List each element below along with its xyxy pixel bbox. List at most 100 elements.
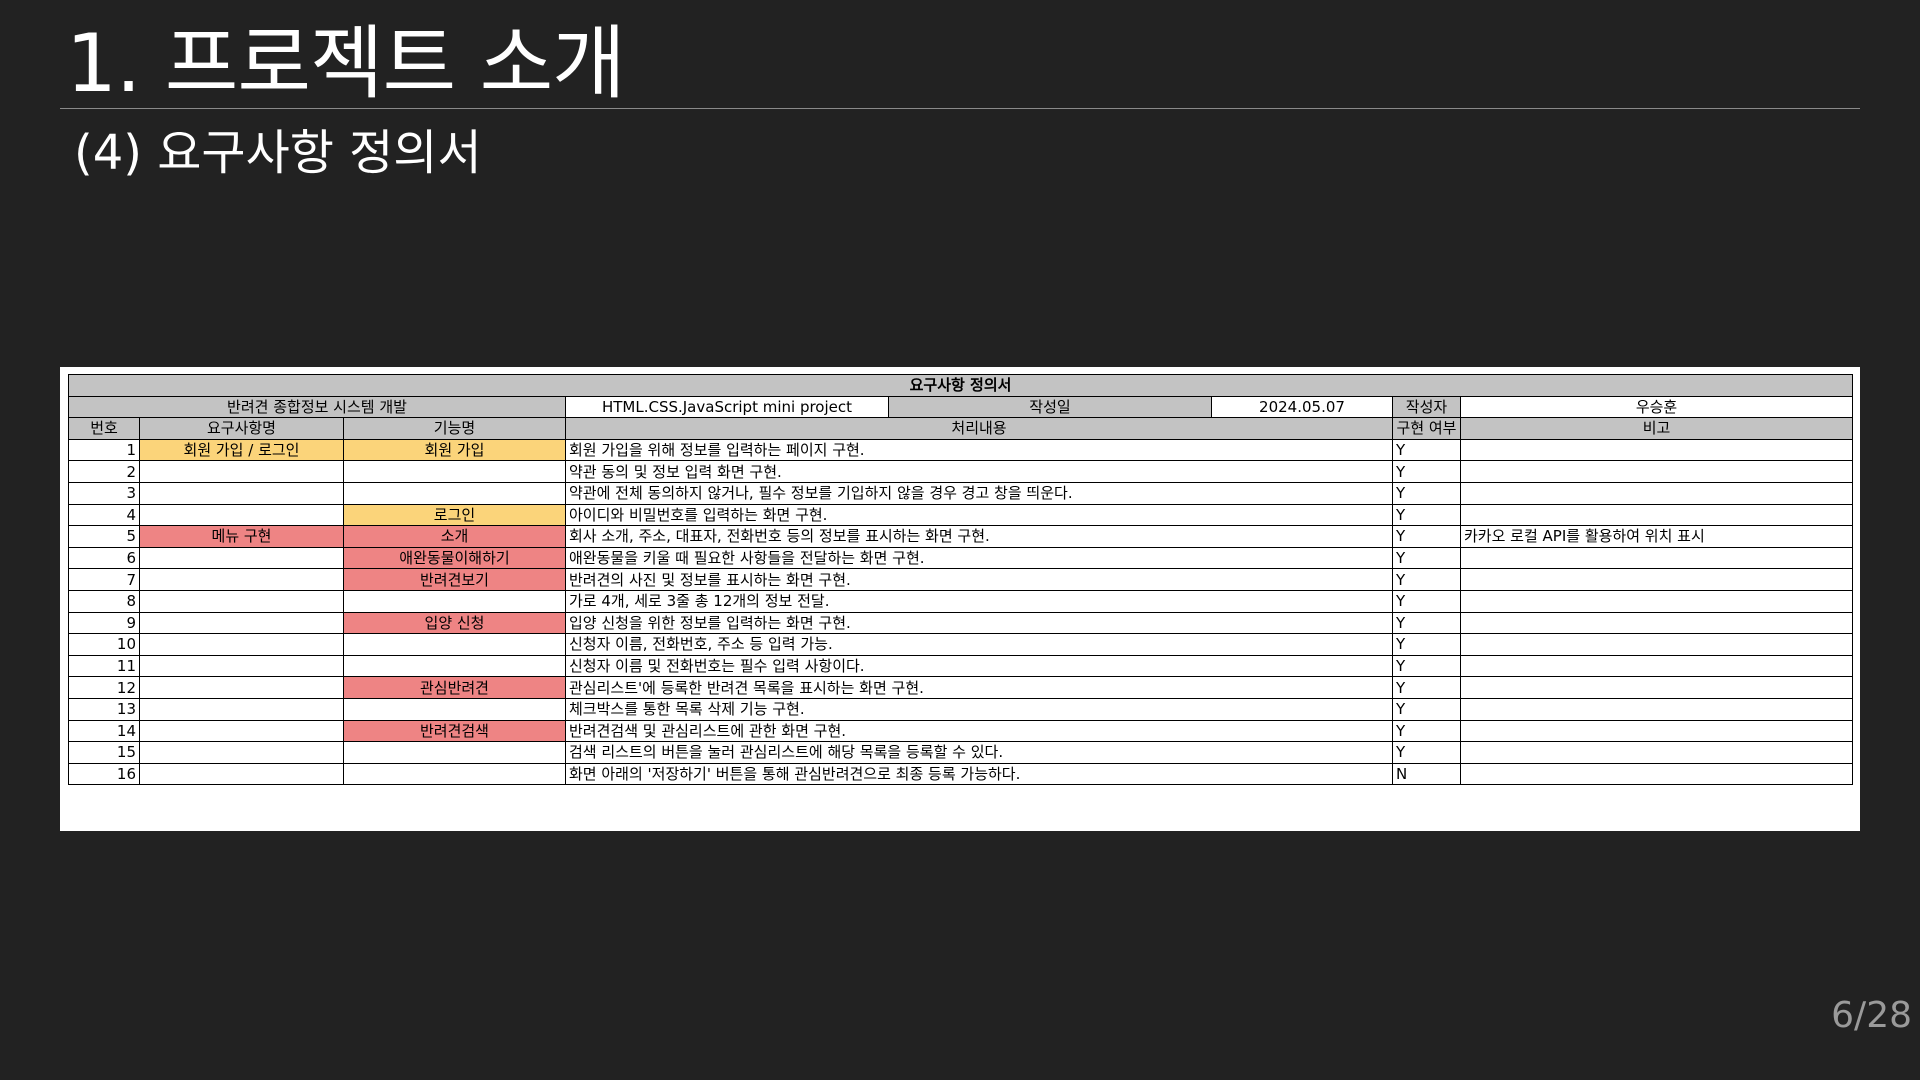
implemented-status: Y <box>1392 654 1461 678</box>
note <box>1459 568 1854 591</box>
requirement-name <box>139 611 344 635</box>
document-title: 요구사항 정의서 <box>67 374 1854 397</box>
note <box>1459 503 1854 527</box>
implemented-status: Y <box>1392 438 1461 462</box>
process-description: 관심리스트'에 등록한 반려견 목록을 표시하는 화면 구현. <box>565 676 1393 699</box>
feature-name <box>343 741 566 764</box>
feature-name: 로그인 <box>343 503 566 527</box>
note <box>1459 676 1854 699</box>
note <box>1459 654 1854 678</box>
slide-title: 1. 프로젝트 소개 <box>66 17 626 110</box>
row-number: 10 <box>68 633 140 656</box>
feature-name: 애완동물이해하기 <box>343 546 566 570</box>
column-header-row: 번호 요구사항명 기능명 처리내용 구현 여부 비고 <box>68 417 1854 440</box>
table-row: 4 로그인 아이디와 비밀번호를 입력하는 화면 구현. Y <box>68 503 1854 527</box>
implemented-status: Y <box>1392 481 1461 505</box>
page-number: 6/28 <box>1831 995 1912 1036</box>
feature-name: 반려견보기 <box>343 568 566 591</box>
process-description: 신청자 이름, 전화번호, 주소 등 입력 가능. <box>565 633 1393 656</box>
requirement-name <box>139 460 344 483</box>
process-description: 약관 동의 및 정보 입력 화면 구현. <box>565 460 1393 483</box>
process-description: 입양 신청을 위한 정보를 입력하는 화면 구현. <box>565 611 1393 635</box>
implemented-status: Y <box>1392 503 1461 527</box>
header-requirement: 요구사항명 <box>139 417 344 440</box>
implemented-status: Y <box>1392 589 1461 613</box>
row-number: 5 <box>68 525 140 548</box>
process-description: 반려견검색 및 관심리스트에 관한 화면 구현. <box>565 719 1393 743</box>
row-number: 3 <box>68 481 140 505</box>
feature-name <box>343 460 566 483</box>
table-row: 8 가로 4개, 세로 3줄 총 12개의 정보 전달. Y <box>68 589 1854 613</box>
row-number: 8 <box>68 589 140 613</box>
process-description: 신청자 이름 및 전화번호는 필수 입력 사항이다. <box>565 654 1393 678</box>
table-row: 12 관심반려견 관심리스트'에 등록한 반려견 목록을 표시하는 화면 구현. Y <box>68 676 1854 699</box>
process-description: 체크박스를 통한 목록 삭제 기능 구현. <box>565 697 1393 721</box>
implemented-status: Y <box>1392 633 1461 656</box>
requirement-name <box>139 568 344 591</box>
implemented-status: Y <box>1392 525 1461 548</box>
project-name: 반려견 종합정보 시스템 개발 <box>68 395 566 419</box>
table-row: 3 약관에 전체 동의하지 않거나, 필수 정보를 기입하지 않을 경우 경고 창… <box>68 481 1854 505</box>
row-number: 15 <box>68 741 140 764</box>
requirement-name <box>139 719 344 743</box>
row-number: 16 <box>68 762 140 786</box>
author-value: 우승훈 <box>1459 395 1854 419</box>
process-description: 약관에 전체 동의하지 않거나, 필수 정보를 기입하지 않을 경우 경고 창을… <box>565 481 1393 505</box>
header-feature: 기능명 <box>343 417 566 440</box>
header-no: 번호 <box>68 417 140 440</box>
note <box>1459 633 1854 656</box>
row-number: 2 <box>68 460 140 483</box>
process-description: 애완동물을 키울 때 필요한 사항들을 전달하는 화면 구현. <box>565 546 1393 570</box>
requirement-name <box>139 741 344 764</box>
implemented-status: Y <box>1392 719 1461 743</box>
table-row: 15 검색 리스트의 버튼을 눌러 관심리스트에 해당 목록을 등록할 수 있다.… <box>68 741 1854 764</box>
table-row: 14 반려견검색 반려견검색 및 관심리스트에 관한 화면 구현. Y <box>68 719 1854 743</box>
feature-name: 반려견검색 <box>343 719 566 743</box>
requirements-table: 요구사항 정의서 반려견 종합정보 시스템 개발 HTML.CSS.JavaSc… <box>67 374 1854 786</box>
process-description: 회원 가입을 위해 정보를 입력하는 페이지 구현. <box>565 438 1393 462</box>
feature-name: 관심반려견 <box>343 676 566 699</box>
process-description: 회사 소개, 주소, 대표자, 전화번호 등의 정보를 표시하는 화면 구현. <box>565 525 1393 548</box>
feature-name <box>343 762 566 786</box>
note <box>1459 762 1854 786</box>
feature-name: 입양 신청 <box>343 611 566 635</box>
note <box>1459 589 1854 613</box>
process-description: 아이디와 비밀번호를 입력하는 화면 구현. <box>565 503 1393 527</box>
implemented-status: Y <box>1392 568 1461 591</box>
requirement-name <box>139 676 344 699</box>
feature-name <box>343 481 566 505</box>
table-row: 9 입양 신청 입양 신청을 위한 정보를 입력하는 화면 구현. Y <box>68 611 1854 635</box>
header-implemented: 구현 여부 <box>1392 417 1461 440</box>
table-row: 2 약관 동의 및 정보 입력 화면 구현. Y <box>68 460 1854 483</box>
process-description: 검색 리스트의 버튼을 눌러 관심리스트에 해당 목록을 등록할 수 있다. <box>565 741 1393 764</box>
implemented-status: Y <box>1392 697 1461 721</box>
title-divider <box>60 108 1860 109</box>
table-row: 16 화면 아래의 '저장하기' 버튼을 통해 관심반려견으로 최종 등록 가능하… <box>68 762 1854 786</box>
table-row: 1 회원 가입 / 로그인 회원 가입 회원 가입을 위해 정보를 입력하는 페이지 … <box>68 438 1854 462</box>
implemented-status: Y <box>1392 741 1461 764</box>
requirement-name <box>139 589 344 613</box>
requirements-document: 요구사항 정의서 반려견 종합정보 시스템 개발 HTML.CSS.JavaSc… <box>60 367 1860 831</box>
note <box>1459 611 1854 635</box>
row-number: 4 <box>68 503 140 527</box>
row-number: 1 <box>68 438 140 462</box>
note <box>1459 697 1854 721</box>
header-process: 처리내용 <box>565 417 1393 440</box>
row-number: 12 <box>68 676 140 699</box>
feature-name: 소개 <box>343 525 566 548</box>
table-row: 5 메뉴 구현 소개 회사 소개, 주소, 대표자, 전화번호 등의 정보를 표시하는… <box>68 525 1854 548</box>
requirement-name <box>139 503 344 527</box>
implemented-status: Y <box>1392 546 1461 570</box>
table-row: 13 체크박스를 통한 목록 삭제 기능 구현. Y <box>68 697 1854 721</box>
row-number: 14 <box>68 719 140 743</box>
project-description: HTML.CSS.JavaScript mini project <box>565 395 889 419</box>
requirement-name <box>139 546 344 570</box>
note <box>1459 460 1854 483</box>
note <box>1459 546 1854 570</box>
process-description: 화면 아래의 '저장하기' 버튼을 통해 관심반려견으로 최종 등록 가능하다. <box>565 762 1393 786</box>
implemented-status: Y <box>1392 611 1461 635</box>
note <box>1459 481 1854 505</box>
note <box>1459 741 1854 764</box>
requirement-name <box>139 654 344 678</box>
